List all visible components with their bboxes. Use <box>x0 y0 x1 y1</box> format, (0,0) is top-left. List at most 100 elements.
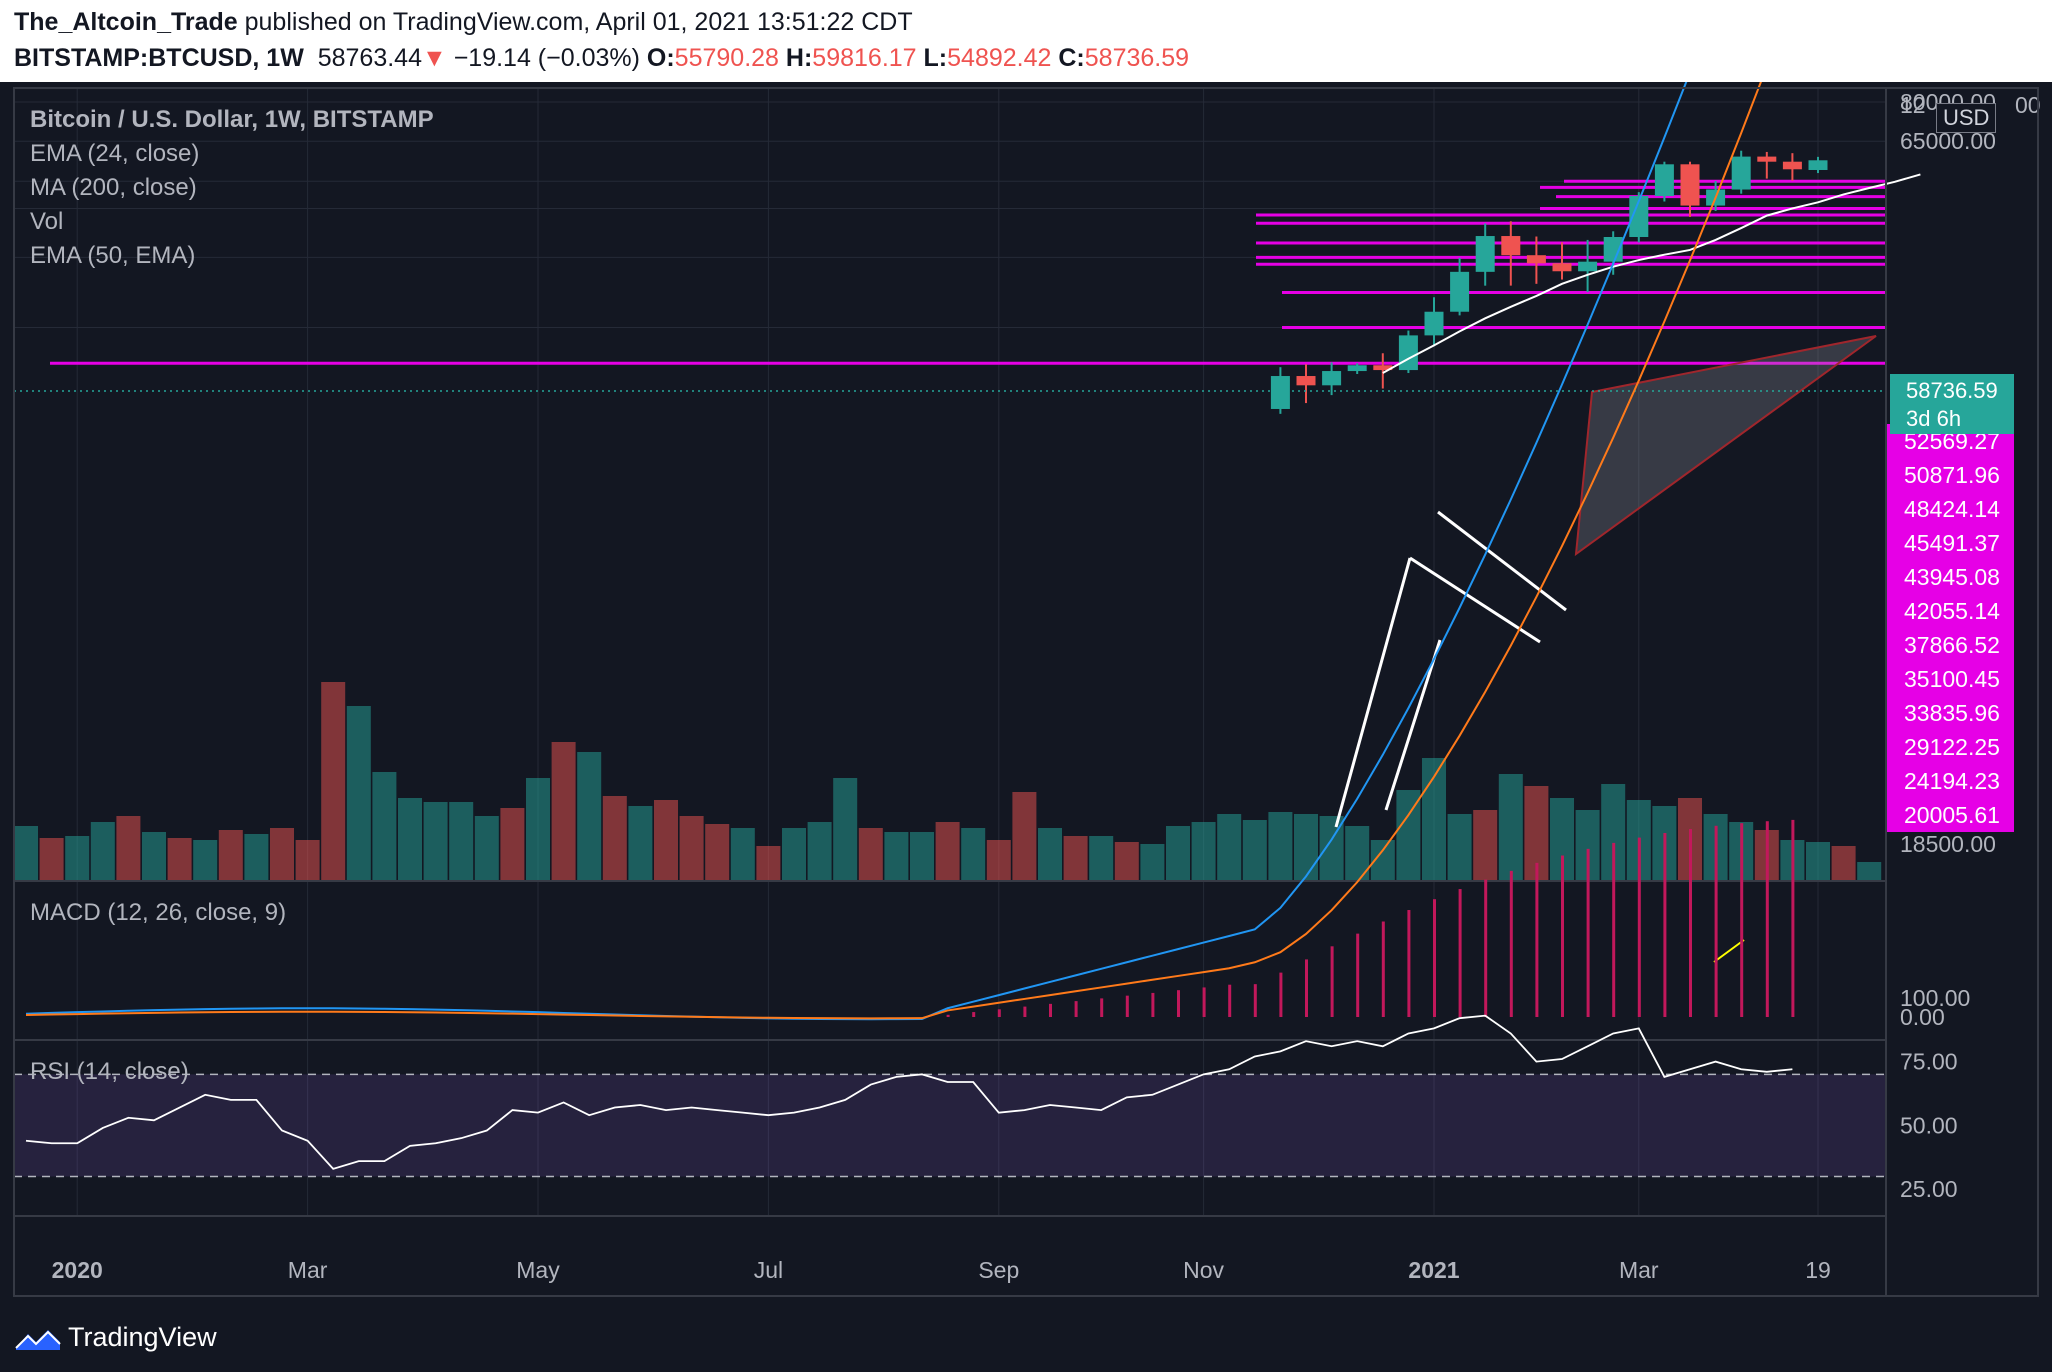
countdown: 3d 6h <box>1906 406 1962 431</box>
macd-histogram-bar <box>1791 819 1795 1017</box>
volume-bar <box>910 832 934 882</box>
macd-histogram-bar <box>1484 879 1488 1017</box>
candle-body <box>1808 160 1828 170</box>
volume-bar <box>858 828 883 882</box>
macd-histogram-bar <box>1100 998 1104 1017</box>
currency-badge[interactable]: USD <box>1936 103 1997 133</box>
ema24-line <box>1382 173 1921 963</box>
volume-bar <box>423 802 448 882</box>
volume-bar <box>398 798 422 882</box>
volume-bar <box>321 682 346 882</box>
macd-histogram-bar <box>1689 829 1692 1017</box>
rising-wedge <box>1574 335 1877 557</box>
volume-bar <box>167 838 192 882</box>
last-price-badge-value: 58736.59 <box>1906 378 1998 403</box>
macd-histogram-bar <box>1305 959 1308 1017</box>
tradingview-logo-icon[interactable] <box>14 1324 62 1354</box>
level-badge-label: 50871.96 <box>1904 462 2000 488</box>
candle-body <box>1475 236 1495 272</box>
chart-canvas[interactable]: 1200100000.0080000.0065000.0018500.00525… <box>0 82 2052 1306</box>
trendline-left <box>1334 557 1412 828</box>
candle-body <box>1398 335 1418 371</box>
volume-bar <box>1140 844 1165 882</box>
macd-histogram-bar <box>1509 870 1513 1017</box>
symbol-name[interactable]: BITSTAMP:BTCUSD, 1W <box>14 44 304 72</box>
volume-bar <box>346 706 371 882</box>
volume-bar <box>961 828 986 882</box>
volume-bar <box>142 832 166 882</box>
legend-ema24[interactable]: EMA (24, close) <box>30 140 200 167</box>
volume-bar <box>270 828 294 882</box>
volume-bar <box>679 816 704 882</box>
volume-bar <box>449 802 474 882</box>
volume-bar <box>1038 828 1062 882</box>
macd-histogram-bar <box>1049 1003 1052 1017</box>
candle-body <box>1578 261 1598 272</box>
legend-ma200[interactable]: MA (200, close) <box>30 174 197 201</box>
volume-bar <box>935 822 960 882</box>
price-axis: 1200100000.0080000.0065000.0018500.00525… <box>1886 89 2041 1202</box>
ema50-line <box>1713 939 1745 963</box>
time-tick: Mar <box>1619 1257 1659 1283</box>
volume-bar <box>730 828 755 882</box>
volume-bar <box>1012 792 1037 882</box>
price-change: −19.14 (−0.03%) <box>453 44 640 72</box>
volume-bar <box>756 846 781 882</box>
volume-bar <box>1498 774 1523 882</box>
high-value: 59816.17 <box>812 44 917 72</box>
high-label: H: <box>785 44 813 72</box>
volume-bar <box>500 808 525 882</box>
candle-body <box>1654 164 1674 196</box>
candle-body <box>1501 236 1521 256</box>
level-badge <box>1886 696 2014 730</box>
volume-bar <box>1191 822 1216 882</box>
close-value: 58736.59 <box>1084 44 1190 72</box>
volume-bar <box>116 816 141 882</box>
candle-body <box>1731 156 1751 190</box>
volume-bar <box>602 796 627 882</box>
macd-histogram-bar <box>1433 899 1436 1017</box>
time-tick: Jul <box>754 1257 783 1283</box>
level-badge <box>1886 662 2014 696</box>
volume-bar <box>1294 814 1318 882</box>
volume-bar <box>1089 836 1114 882</box>
level-badge-label: 24194.23 <box>1904 768 2000 794</box>
macd-histogram-bar <box>1407 910 1411 1017</box>
candle-body <box>1296 376 1316 386</box>
macd-pane <box>25 82 1795 1021</box>
brand-name[interactable]: TradingView <box>68 1322 217 1352</box>
time-tick: 2020 <box>52 1257 103 1283</box>
level-badge-label: 37866.52 <box>1904 632 2000 658</box>
level-badge <box>1886 730 2014 764</box>
time-tick: 2021 <box>1408 1257 1459 1283</box>
macd-tick: 0.00 <box>1900 1004 1945 1030</box>
volume-bar <box>474 816 499 882</box>
volume-bar <box>654 800 678 882</box>
chart-title: Bitcoin / U.S. Dollar, 1W, BITSTAMP <box>30 106 434 133</box>
open-label: O: <box>646 44 675 72</box>
author-name[interactable]: The_Altcoin_Trade <box>14 8 238 36</box>
legend-vol[interactable]: Vol <box>30 208 64 235</box>
volume-bar <box>577 752 602 882</box>
symbol-info: BITSTAMP:BTCUSD, 1W 58763.44▼ −19.14 (−0… <box>14 44 1189 73</box>
volume-bar <box>1166 826 1190 882</box>
level-badge-label: 20005.61 <box>1904 802 2000 828</box>
time-tick: Mar <box>288 1257 328 1283</box>
ema24-line <box>1382 173 1921 374</box>
legend-macd[interactable]: MACD (12, 26, close, 9) <box>30 899 287 926</box>
legend-rsi[interactable]: RSI (14, close) <box>30 1058 189 1085</box>
macd-histogram-bar <box>1663 832 1667 1017</box>
published-text: published on TradingView.com, April 01, … <box>237 8 913 36</box>
level-badge-label: 42055.14 <box>1904 598 2000 624</box>
volume-bar <box>372 772 397 882</box>
publish-info: The_Altcoin_Trade published on TradingVi… <box>14 8 913 37</box>
footer: TradingView <box>0 1306 2052 1372</box>
level-badge <box>1886 628 2014 662</box>
legend-ema50[interactable]: EMA (50, EMA) <box>30 242 196 269</box>
price-tick-top-right: 00 <box>2015 92 2041 118</box>
candle-body <box>1680 164 1700 206</box>
macd-histogram-bar <box>1125 995 1129 1017</box>
macd-histogram-bar <box>972 1012 976 1017</box>
macd-histogram-bar <box>1228 984 1232 1017</box>
signal-line <box>25 82 1762 1020</box>
